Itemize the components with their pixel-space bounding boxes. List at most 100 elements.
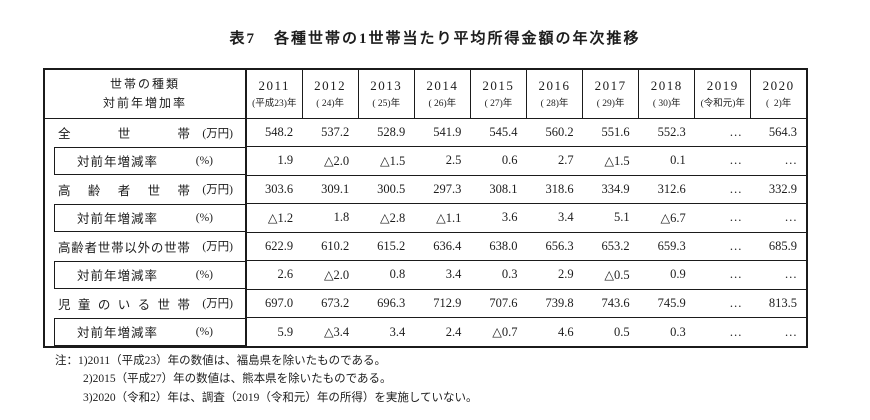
- income-cell: 697.0: [246, 288, 303, 318]
- rate-cell: 3.4: [358, 317, 415, 347]
- household-type-name: 児童のいる世帯: [58, 297, 190, 312]
- year-header-2016: 2016( 28)年: [525, 69, 583, 119]
- income-cell: 548.2: [246, 117, 303, 147]
- income-cell: …: [694, 174, 751, 204]
- rate-cell: …: [694, 317, 751, 347]
- income-cell: 564.3: [750, 117, 807, 147]
- corner-header-line2: 対前年増加率: [102, 95, 187, 110]
- footnote-2: 2)2015（平成27）年の数値は、熊本県を除いたものである。: [55, 370, 477, 388]
- year-header-2011: 2011 (平成23)年: [245, 69, 303, 119]
- income-cell: 739.8: [526, 288, 583, 318]
- household-type-label: 児童のいる世帯 (万円): [44, 289, 247, 318]
- unit-label: (万円): [202, 298, 233, 311]
- rate-cell: 3.4: [414, 260, 471, 289]
- rate-label: 対前年増減率 (%): [44, 260, 247, 289]
- income-cell: 309.1: [302, 174, 359, 204]
- row-households-with-children-income: 児童のいる世帯 (万円) 697.0 673.2 696.3 712.9 707.…: [44, 288, 807, 318]
- income-cell: 541.9: [414, 117, 471, 147]
- unit-label: (%): [195, 268, 213, 281]
- footnote-1-text: 1)2011（平成23）年の数値は、福島県を除いたものである。: [78, 355, 387, 367]
- rate-cell: △1.2: [246, 203, 303, 232]
- income-cell: 622.9: [246, 231, 303, 261]
- income-cell: 560.2: [526, 117, 583, 147]
- rate-cell: 3.4: [526, 203, 583, 232]
- rate-cell: △2.0: [302, 146, 359, 175]
- income-cell: 334.9: [582, 174, 639, 204]
- rate-label-text: 対前年増減率: [77, 155, 159, 170]
- footnote-2-text: 2)2015（平成27）年の数値は、熊本県を除いたものである。: [83, 373, 392, 386]
- income-cell: 308.1: [470, 174, 527, 204]
- rate-cell: 2.5: [414, 146, 471, 175]
- footnotes: 注：1)2011（平成23）年の数値は、福島県を除いたものである。 2)2015…: [55, 352, 477, 407]
- year-header-2013: 2013( 25)年: [357, 69, 415, 119]
- rate-cell: 2.6: [246, 260, 303, 289]
- rate-cell: 2.9: [526, 260, 583, 289]
- unit-label: (%): [195, 211, 213, 224]
- income-cell: 653.2: [582, 231, 639, 261]
- rate-cell: △3.4: [302, 317, 359, 347]
- income-cell: 297.3: [414, 174, 471, 204]
- header-row: 世帯の種類 対前年増加率 2011 (平成23)年 2012( 24)年 2013…: [44, 69, 807, 119]
- rate-cell: 1.9: [246, 146, 303, 175]
- footnote-3: 3)2020（令和2）年は、調査（2019（令和元）年の所得）を実施していない。: [55, 389, 477, 407]
- rate-cell: △2.8: [358, 203, 415, 232]
- rate-cell: 0.8: [358, 260, 415, 289]
- income-cell: 696.3: [358, 288, 415, 318]
- year-header-2012: 2012( 24)年: [301, 69, 359, 119]
- rate-cell: …: [750, 203, 807, 232]
- income-cell: 638.0: [470, 231, 527, 261]
- income-cell: 659.3: [638, 231, 695, 261]
- rate-cell: 0.6: [470, 146, 527, 175]
- rate-label: 対前年増減率 (%): [44, 203, 247, 232]
- income-cell: 673.2: [302, 288, 359, 318]
- income-trend-table: 世帯の種類 対前年増加率 2011 (平成23)年 2012( 24)年 2013…: [43, 68, 808, 348]
- row-elderly-households-rate: 対前年増減率 (%) △1.2 1.8 △2.8 △1.1 3.6 3.4 5.1…: [44, 203, 807, 232]
- household-type-label: 高齢者世帯 (万円): [44, 175, 247, 204]
- income-cell: 712.9: [414, 288, 471, 318]
- unit-label: (万円): [202, 241, 233, 254]
- rate-label-text: 対前年増減率: [77, 269, 159, 284]
- rate-cell: …: [750, 260, 807, 289]
- income-cell: 312.6: [638, 174, 695, 204]
- rate-cell: 3.6: [470, 203, 527, 232]
- rate-cell: …: [750, 146, 807, 175]
- income-cell: 813.5: [750, 288, 807, 318]
- row-households-with-children-rate: 対前年増減率 (%) 5.9 △3.4 3.4 2.4 △0.7 4.6 0.5 …: [44, 317, 807, 347]
- rate-label: 対前年増減率 (%): [44, 146, 247, 175]
- year-header-2014: 2014( 26)年: [413, 69, 471, 119]
- income-cell: 656.3: [526, 231, 583, 261]
- year-header-2020: 2020( 2)年: [750, 69, 807, 119]
- income-cell: …: [694, 117, 751, 147]
- income-cell: 332.9: [750, 174, 807, 204]
- rate-cell: 0.3: [470, 260, 527, 289]
- rate-cell: 0.1: [638, 146, 695, 175]
- income-cell: 685.9: [750, 231, 807, 261]
- rate-cell: 0.9: [638, 260, 695, 289]
- household-type-name: 全世帯: [58, 127, 190, 141]
- rate-cell: △0.7: [470, 317, 527, 347]
- footnote-1: 注：1)2011（平成23）年の数値は、福島県を除いたものである。: [55, 352, 477, 370]
- page-title: 表7 各種世帯の1世帯当たり平均所得金額の年次推移: [0, 27, 870, 48]
- title-table-number: 表7: [229, 31, 256, 47]
- row-all-households-rate: 対前年増減率 (%) 1.9 △2.0 △1.5 2.5 0.6 2.7 △1.5…: [44, 146, 807, 175]
- unit-label: (万円): [202, 184, 233, 197]
- income-cell: 743.6: [582, 288, 639, 318]
- rate-cell: …: [694, 203, 751, 232]
- rate-cell: △2.0: [302, 260, 359, 289]
- rate-label-text: 対前年増減率: [77, 212, 159, 227]
- row-non-elderly-households-rate: 対前年増減率 (%) 2.6 △2.0 0.8 3.4 0.3 2.9 △0.5 …: [44, 260, 807, 289]
- household-type-name: 高齢者世帯: [58, 183, 190, 198]
- rate-cell: △0.5: [582, 260, 639, 289]
- income-cell: 707.6: [470, 288, 527, 318]
- income-cell: …: [694, 231, 751, 261]
- income-cell: 552.3: [638, 117, 695, 147]
- rate-cell: 2.7: [526, 146, 583, 175]
- income-cell: 318.6: [526, 174, 583, 204]
- rate-cell: 5.1: [582, 203, 639, 232]
- rate-cell: 5.9: [246, 317, 303, 347]
- rate-cell: △1.1: [414, 203, 471, 232]
- rate-cell: …: [694, 260, 751, 289]
- income-cell: 610.2: [302, 231, 359, 261]
- rate-cell: 0.3: [638, 317, 695, 347]
